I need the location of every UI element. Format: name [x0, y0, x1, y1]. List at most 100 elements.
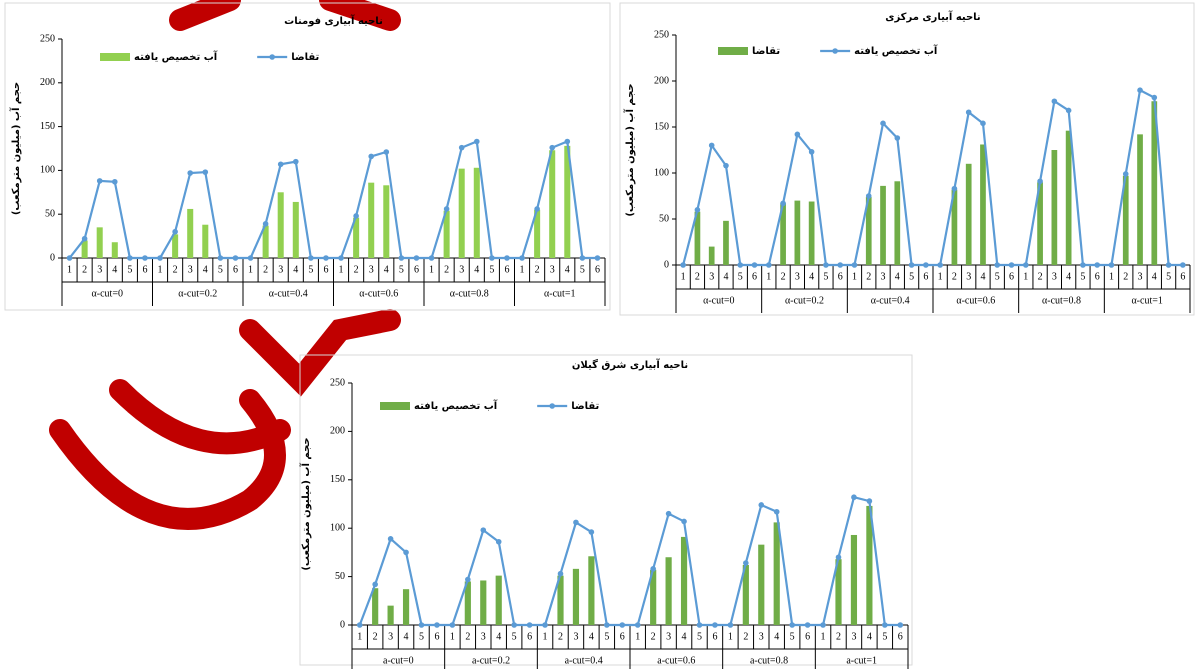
bar [894, 181, 900, 265]
bar [278, 192, 284, 258]
x-tick-label: 2 [263, 264, 268, 275]
y-tick-label: 50 [45, 208, 55, 219]
line-marker [795, 132, 801, 138]
x-group-label: a-cut=1 [846, 655, 877, 666]
line-marker [882, 622, 888, 628]
line-marker [353, 213, 359, 219]
x-tick-label: 3 [759, 631, 764, 642]
x-tick-label: 5 [823, 271, 828, 282]
y-tick-label: 150 [40, 121, 55, 132]
legend-swatch [100, 53, 130, 61]
y-tick-label: 250 [330, 377, 345, 388]
line-marker [695, 207, 701, 213]
line-marker [534, 206, 540, 212]
bar [383, 185, 389, 258]
bar [681, 537, 687, 625]
y-tick-label: 200 [40, 77, 55, 88]
legend-swatch-marker [549, 403, 555, 409]
bar [202, 225, 208, 258]
bar [1137, 134, 1143, 265]
line-marker [952, 186, 958, 192]
line-marker [383, 149, 389, 155]
line-marker [573, 520, 579, 526]
line-marker [994, 262, 1000, 268]
x-tick-label: 4 [980, 271, 985, 282]
line-marker [127, 255, 133, 261]
x-tick-label: 5 [399, 264, 404, 275]
x-tick-label: 5 [580, 264, 585, 275]
x-tick-label: 5 [995, 271, 1000, 282]
x-tick-label: 6 [233, 264, 238, 275]
line-marker [82, 236, 88, 242]
line-marker [580, 255, 586, 261]
line-marker [866, 193, 872, 199]
line-marker [809, 149, 815, 155]
bar [372, 588, 378, 625]
x-tick-label: 3 [278, 264, 283, 275]
x-tick-label: 4 [809, 271, 814, 282]
x-tick-label: 2 [651, 631, 656, 642]
line-marker [67, 255, 73, 261]
y-axis-label: حجم آب (میلیون مترمکعب) [9, 82, 22, 215]
x-tick-label: 2 [695, 271, 700, 282]
line-marker [909, 262, 915, 268]
line-marker [465, 577, 471, 583]
chart: ناحیه آبیاری شرق گیلانحجم آب (میلیون متر… [299, 355, 912, 669]
legend-label: تقاضا [752, 46, 780, 57]
line-marker [368, 154, 374, 160]
line-marker [459, 145, 465, 151]
x-tick-label: 2 [1038, 271, 1043, 282]
line-marker [278, 161, 284, 167]
x-tick-label: 5 [1080, 271, 1085, 282]
line-marker [681, 519, 687, 525]
x-group-label: α-cut=0.4 [269, 288, 308, 299]
x-tick-label: 4 [723, 271, 728, 282]
line-marker [527, 622, 533, 628]
x-tick-label: 2 [535, 264, 540, 275]
bar [723, 221, 729, 265]
x-tick-label: 5 [308, 264, 313, 275]
x-tick-label: 3 [881, 271, 886, 282]
x-group-label: α-cut=0.2 [785, 295, 824, 306]
bar [666, 557, 672, 625]
x-tick-label: 3 [1052, 271, 1057, 282]
x-tick-label: 2 [558, 631, 563, 642]
line-marker [489, 255, 495, 261]
line-marker [1066, 108, 1072, 114]
x-group-label: a-cut=0 [383, 655, 414, 666]
line-marker [519, 255, 525, 261]
x-tick-label: 6 [414, 264, 419, 275]
line-marker [542, 622, 548, 628]
line-marker [474, 139, 480, 145]
line-marker [549, 145, 555, 151]
y-tick-label: 250 [654, 29, 669, 40]
x-tick-label: 4 [565, 264, 570, 275]
line-marker [897, 622, 903, 628]
x-tick-label: 5 [419, 631, 424, 642]
chart-title: ناحیه آبیاری مرکزی [885, 10, 980, 23]
bar [709, 247, 715, 265]
x-tick-label: 1 [1109, 271, 1114, 282]
x-group-label: α-cut=1 [544, 288, 575, 299]
x-tick-label: 1 [450, 631, 455, 642]
x-tick-label: 6 [1009, 271, 1014, 282]
x-group-label: α-cut=1 [1131, 295, 1162, 306]
x-tick-label: 6 [620, 631, 625, 642]
x-tick-label: 3 [966, 271, 971, 282]
bar [459, 169, 465, 258]
line-marker [1037, 178, 1043, 184]
x-tick-label: 1 [852, 271, 857, 282]
line-marker [338, 255, 344, 261]
line-marker [980, 121, 986, 127]
x-tick-label: 1 [339, 264, 344, 275]
line-marker [837, 262, 843, 268]
watermark-stroke [250, 320, 390, 380]
x-tick-label: 2 [82, 264, 87, 275]
x-tick-label: 3 [1138, 271, 1143, 282]
x-group-label: α-cut=0.8 [450, 288, 489, 299]
x-tick-label: 1 [520, 264, 525, 275]
bar [573, 569, 579, 625]
x-tick-label: 3 [459, 264, 464, 275]
bar [496, 576, 502, 625]
x-tick-label: 5 [512, 631, 517, 642]
